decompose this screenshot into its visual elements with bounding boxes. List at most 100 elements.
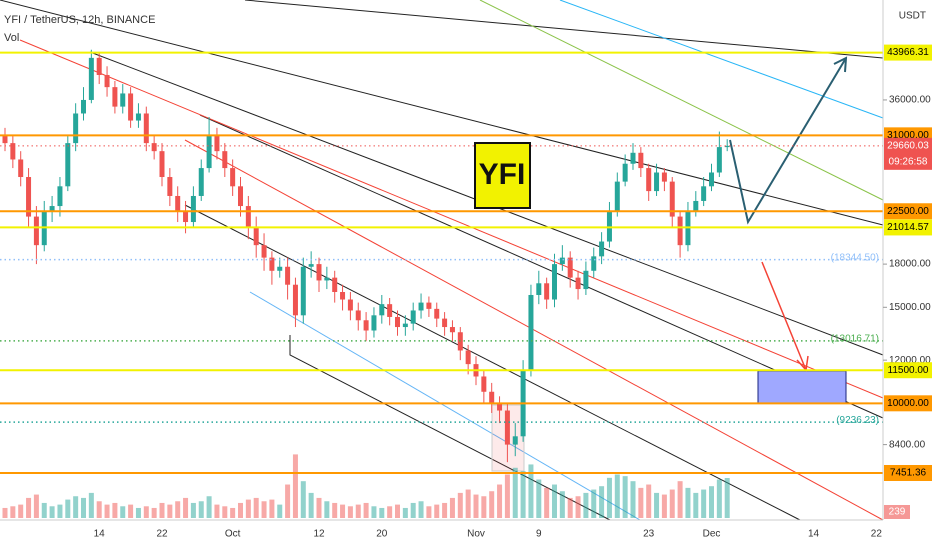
volume-bar [198, 501, 204, 518]
volume-bar [363, 502, 369, 518]
volume-bar [159, 502, 165, 518]
candle-body [544, 283, 550, 300]
volume-bar [497, 484, 503, 518]
volume-bar [552, 484, 557, 518]
candle-body [88, 57, 94, 100]
volume-bar [614, 474, 620, 518]
volume-bar [465, 489, 471, 518]
candle-body [198, 168, 204, 196]
projection-arrow [729, 57, 847, 225]
channel-line [184, 139, 884, 521]
volume-bar [716, 479, 722, 518]
volume-label-bg [884, 505, 910, 519]
volume-bar [701, 489, 707, 518]
volume-bar [426, 506, 432, 518]
candle-body [646, 168, 652, 192]
candle-body [49, 206, 55, 212]
target-zone [757, 370, 847, 404]
volume-bar [238, 502, 243, 518]
candle-body [18, 159, 24, 178]
volume-bar [379, 507, 385, 518]
volume-bar [120, 506, 126, 518]
candle-body [709, 172, 714, 187]
candle-body [332, 277, 338, 293]
volume-bar [245, 499, 251, 518]
volume-bar [214, 504, 220, 518]
candle-body [33, 216, 39, 246]
volume-bar [41, 502, 47, 518]
candle-body [151, 143, 157, 152]
candle-body [183, 211, 189, 223]
y-tick-label: 15000.00 [889, 302, 931, 313]
channel-line [479, 0, 884, 201]
level-label-bg [884, 362, 932, 379]
candle-body [395, 316, 400, 328]
candle-body [638, 152, 644, 169]
volume-bar [559, 491, 565, 518]
volume-bar [449, 497, 455, 518]
volume-bar [371, 506, 377, 518]
volume-bar [583, 492, 589, 518]
volume-bar [33, 494, 39, 518]
level-label-bg [884, 395, 932, 412]
volume-bar [489, 491, 495, 518]
candle-body [316, 264, 322, 281]
volume-bar [18, 504, 24, 518]
candle-body [630, 152, 636, 164]
volume-bar [167, 504, 173, 518]
volume-bar [183, 497, 189, 518]
candle-body [410, 310, 416, 324]
level-label: 21014.57 [887, 222, 929, 233]
candle-body [426, 302, 432, 309]
candle-body [701, 186, 707, 201]
channel-line [244, 0, 884, 59]
marks: (18344.50) (13016.71) (9236.23) [0, 49, 883, 518]
candle-body [528, 294, 534, 371]
candle-body [591, 256, 597, 271]
volume-bar [73, 496, 79, 518]
volume-bar [300, 481, 306, 518]
volume-bar [669, 489, 675, 518]
volume-bar [442, 502, 448, 518]
volume-bar [724, 478, 730, 518]
x-tick-label: 12 [313, 529, 325, 540]
candle-body [300, 266, 306, 316]
candle-body [308, 264, 314, 267]
candle-body [379, 304, 385, 316]
x-tick-label: Dec [703, 529, 721, 540]
candle-body [222, 151, 228, 169]
candle-body [402, 323, 408, 328]
candle-body [654, 172, 660, 192]
candle-body [175, 195, 181, 212]
volume-bar [504, 474, 510, 518]
candle-body [724, 145, 730, 148]
volume-bar [112, 502, 118, 518]
candle-body [245, 206, 251, 228]
channel-line [0, 0, 884, 226]
volume-bar [473, 494, 479, 518]
last-price-bg [884, 137, 932, 170]
volume-bar [277, 504, 283, 518]
candle-body [536, 283, 542, 295]
y-tick-label: 18000.00 [889, 259, 931, 270]
y-tick-label: 36000.00 [889, 95, 931, 106]
volume-bar [104, 504, 110, 518]
candle-body [230, 168, 236, 187]
badge: YFI [474, 142, 531, 209]
volume-bar [261, 501, 267, 518]
candle-body [277, 266, 283, 271]
drawings [0, 0, 884, 521]
candle-body [2, 135, 8, 144]
symbol-title: YFI / TetherUS, 12h, BINANCE [4, 14, 155, 26]
volume-bar [544, 487, 550, 518]
candle-body [128, 93, 134, 121]
volume-bar [81, 497, 86, 518]
volume-bar [143, 506, 149, 518]
volume-bar [591, 489, 597, 518]
volume-bar [190, 502, 196, 518]
volume-bar [481, 496, 487, 518]
volume-bar [395, 504, 400, 518]
candle-body [481, 376, 487, 392]
